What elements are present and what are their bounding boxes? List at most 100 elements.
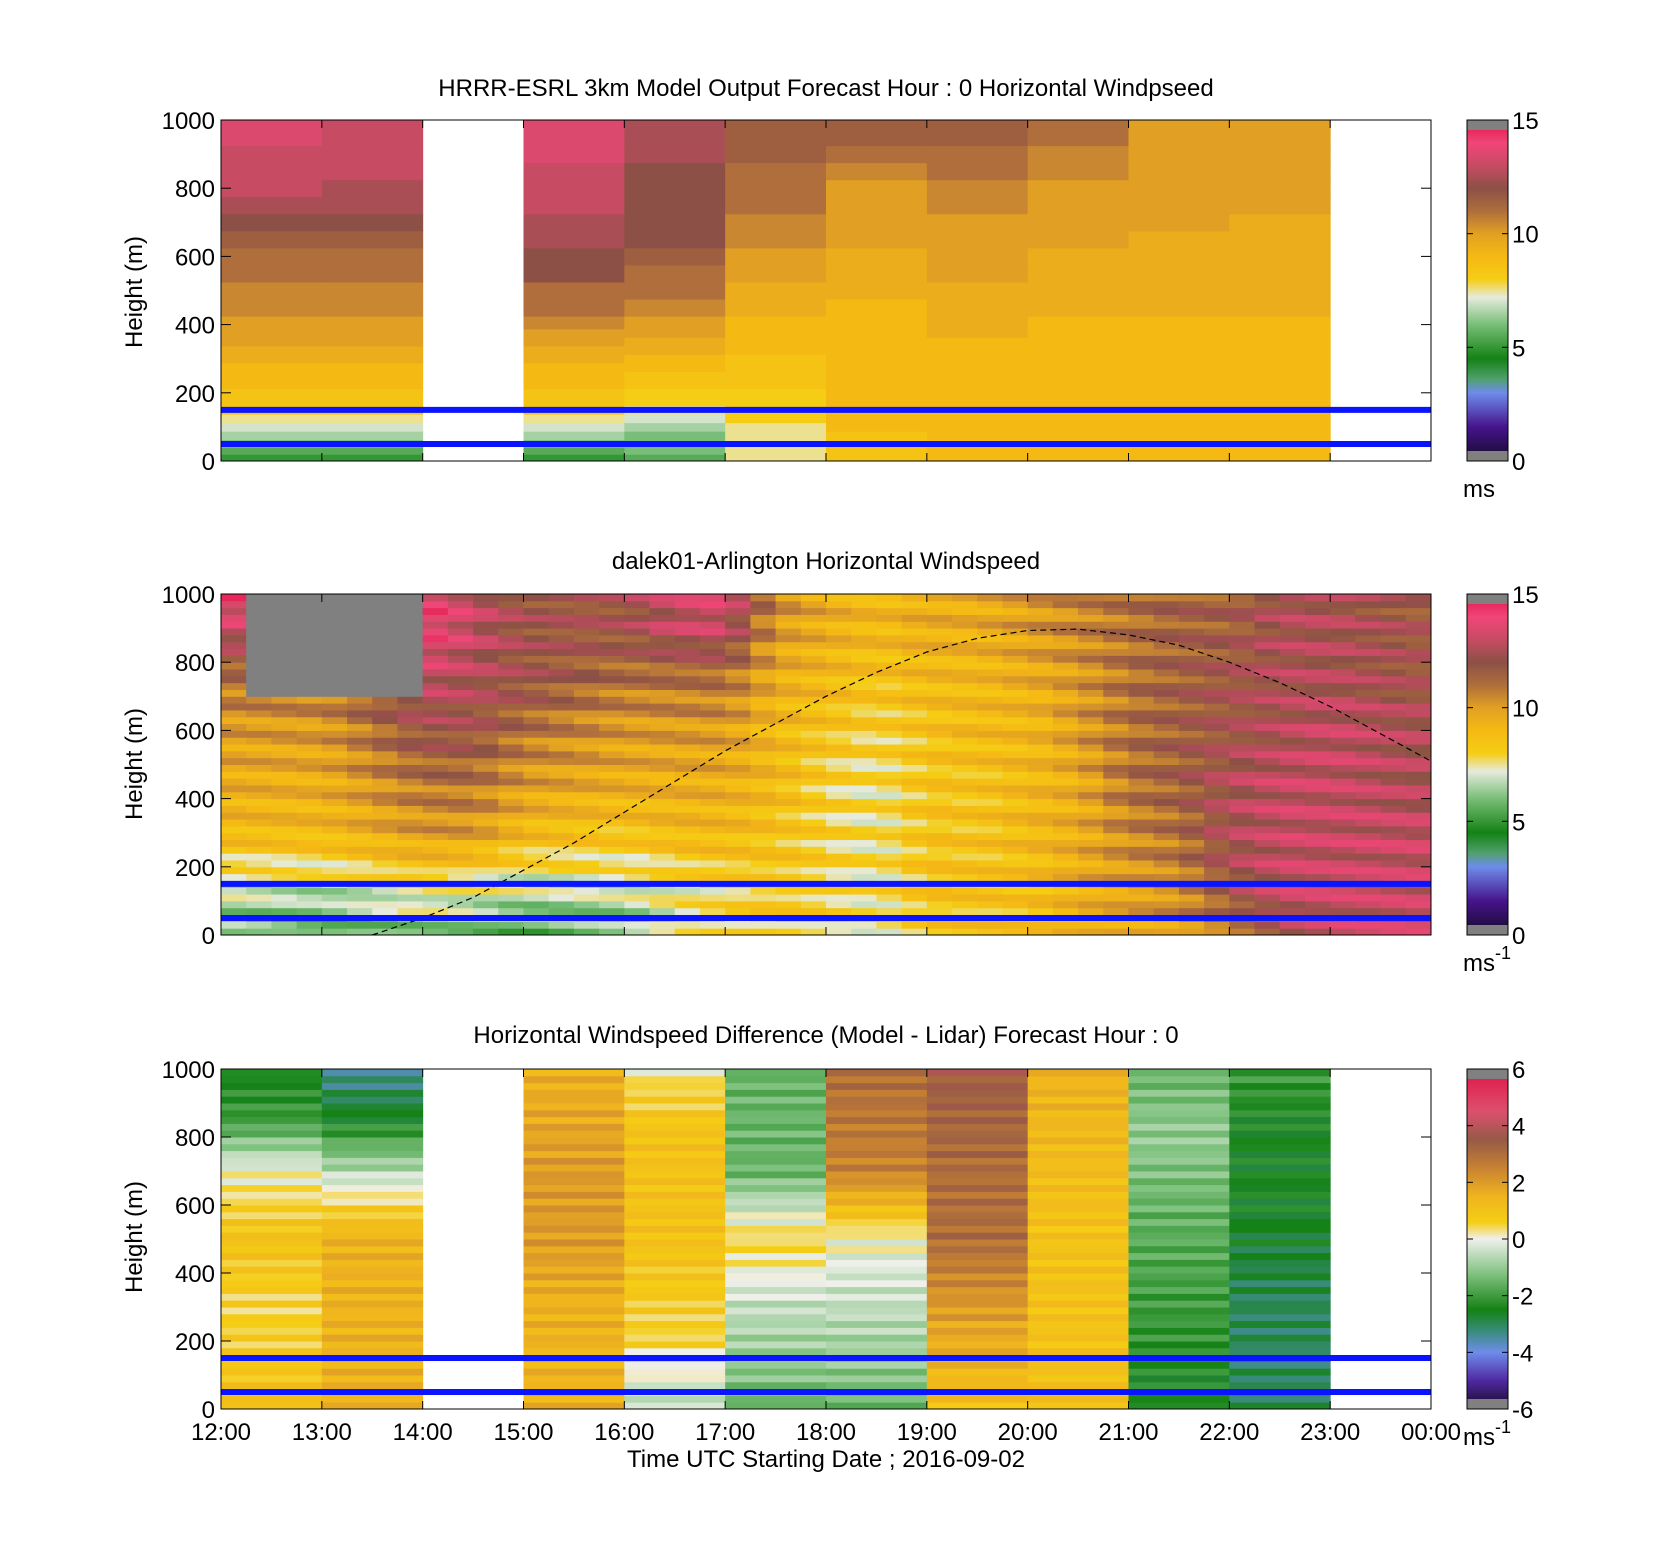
heatmap-cell: [1254, 600, 1281, 609]
heatmap-cell: [674, 812, 701, 820]
heatmap-cell: [725, 791, 751, 800]
heatmap-cell: [725, 1218, 827, 1226]
heatmap-cell: [1128, 1116, 1230, 1124]
heatmap-cell: [573, 839, 600, 847]
heatmap-cell: [1355, 730, 1382, 738]
heatmap-cell: [1128, 764, 1155, 772]
heatmap-cell: [725, 778, 751, 786]
heatmap-cell: [952, 853, 978, 861]
heatmap-cell: [1304, 750, 1331, 759]
heatmap-cell: [1380, 662, 1407, 670]
heatmap-cell: [624, 380, 726, 390]
heatmap-cell: [1002, 655, 1029, 663]
heatmap-cell: [548, 641, 575, 650]
heatmap-cell: [347, 594, 373, 602]
heatmap-cell: [1027, 1266, 1129, 1274]
heatmap-cell: [221, 784, 247, 793]
heatmap-cell: [321, 798, 348, 806]
heatmap-cell: [674, 873, 701, 881]
heatmap-cell: [624, 798, 651, 806]
heatmap-cell: [221, 1259, 323, 1267]
heatmap-cell: [523, 689, 550, 697]
heatmap-cell: [548, 648, 575, 656]
difference-panel: Horizontal Windspeed Difference (Model -…: [121, 1022, 1533, 1451]
heatmap-cell: [1279, 628, 1306, 636]
heatmap-cell: [221, 764, 247, 772]
heatmap-cell: [321, 1103, 424, 1111]
heatmap-cell: [599, 600, 625, 609]
heatmap-cell: [826, 648, 852, 656]
heatmap-cell: [271, 839, 298, 847]
heatmap-cell: [296, 757, 323, 765]
heatmap-cell: [725, 337, 827, 347]
heatmap-cell: [1229, 1286, 1331, 1294]
heatmap-cell: [1027, 600, 1054, 609]
heatmap-cell: [1027, 1164, 1129, 1172]
heatmap-cell: [952, 757, 978, 765]
heatmap-cell: [372, 600, 398, 609]
heatmap-cell: [1380, 689, 1407, 697]
heatmap-cell: [1355, 907, 1382, 916]
heatmap-cell: [649, 723, 676, 731]
heatmap-cell: [1128, 900, 1155, 909]
heatmap-cell: [321, 771, 348, 779]
heatmap-cell: [422, 819, 449, 827]
heatmap-cell: [221, 778, 247, 786]
heatmap-cell: [1128, 771, 1155, 779]
heatmap-cell: [775, 709, 802, 718]
heatmap-cell: [1027, 1171, 1129, 1179]
heatmap-cell: [624, 120, 726, 130]
heatmap-cell: [1254, 853, 1281, 861]
heatmap-cell: [1052, 757, 1079, 765]
heatmap-cell: [1002, 928, 1029, 936]
heatmap-cell: [826, 354, 928, 364]
heatmap-cell: [800, 873, 827, 881]
heatmap-cell: [246, 778, 272, 786]
heatmap-cell: [1002, 866, 1029, 875]
heatmap-cell: [876, 716, 903, 725]
heatmap-cell: [851, 744, 877, 752]
heatmap-cell: [901, 730, 928, 738]
heatmap-cell: [271, 757, 298, 765]
x-tick-label: 18:00: [796, 1419, 856, 1446]
heatmap-cell: [624, 1198, 726, 1206]
heatmap-cell: [1405, 703, 1432, 711]
heatmap-cell: [624, 1205, 726, 1213]
heatmap-cell: [422, 791, 449, 800]
heatmap-cell: [1027, 730, 1054, 738]
heatmap-cell: [826, 196, 928, 215]
heatmap-cell: [246, 648, 272, 656]
colorbar-tick-label: 4: [1512, 1114, 1525, 1141]
heatmap-cell: [926, 873, 953, 881]
heatmap-cell: [473, 669, 499, 677]
heatmap-cell: [649, 641, 676, 650]
heatmap-cell: [321, 846, 348, 854]
heatmap-cell: [221, 921, 247, 929]
heatmap-cell: [1254, 689, 1281, 697]
heatmap-cell: [725, 1266, 827, 1274]
heatmap-cell: [447, 675, 474, 684]
heatmap-cell: [624, 1239, 726, 1247]
heatmap-cell: [1078, 696, 1104, 704]
heatmap-cell: [800, 730, 827, 738]
heatmap-cell: [573, 621, 600, 629]
heatmap-cell: [1002, 628, 1029, 636]
heatmap-cell: [750, 621, 777, 629]
heatmap-cell: [321, 1259, 424, 1267]
heatmap-cell: [1027, 614, 1054, 622]
heatmap-cell: [624, 866, 651, 875]
heatmap-cell: [599, 709, 625, 718]
heatmap-cell: [1229, 1143, 1331, 1152]
heatmap-cell: [1355, 832, 1382, 841]
heatmap-cell: [473, 621, 499, 629]
heatmap-cell: [347, 887, 373, 895]
heatmap-cell: [1355, 859, 1382, 868]
heatmap-cell: [599, 696, 625, 704]
heatmap-cell: [1103, 771, 1129, 779]
heatmap-cell: [624, 907, 651, 916]
heatmap-cell: [246, 730, 272, 738]
heatmap-cell: [1279, 894, 1306, 902]
heatmap-cell: [952, 928, 978, 936]
heatmap-cell: [926, 1361, 1029, 1369]
heatmap-cell: [1128, 621, 1155, 629]
